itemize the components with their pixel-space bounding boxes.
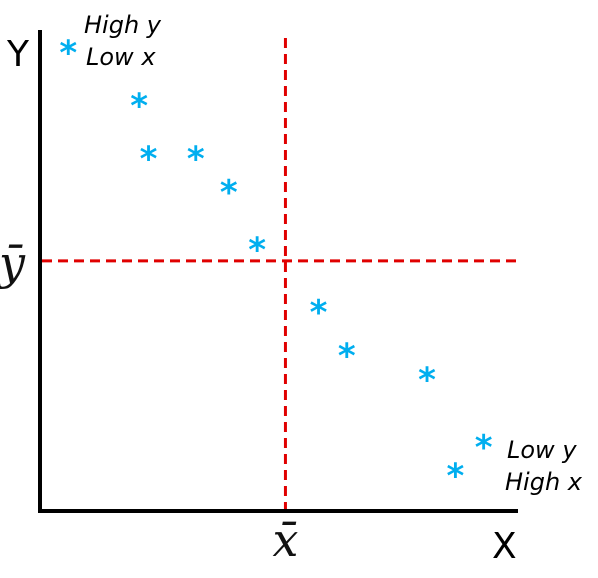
points-layer: *** ******** [59, 33, 492, 496]
scatter-point: * [338, 336, 356, 376]
annotation-low-y-line: Low y [507, 436, 577, 464]
scatter-point: * [187, 139, 205, 179]
scatter-point: * [140, 139, 158, 179]
scatter-point: * [310, 293, 328, 333]
annotation-low-x-line: Low x [86, 43, 156, 71]
annotation-high-y-line: High y [84, 11, 162, 39]
scatter-point: * [220, 173, 238, 213]
x-mean-label: x̄ [272, 513, 298, 567]
annotation-low-y-high-x: Low y High x [505, 436, 584, 496]
scatter-point: * [59, 33, 77, 73]
annotation-high-x-line: High x [505, 468, 583, 496]
scatter-point: * [130, 86, 148, 126]
scatter-point: * [418, 361, 436, 401]
x-axis-title: X [492, 526, 517, 567]
scatter-point: * [475, 428, 493, 468]
y-axis-title: Y [6, 34, 30, 75]
y-mean-label: ȳ [0, 236, 26, 290]
scatter-point: * [446, 457, 464, 497]
scatter-point: * [248, 231, 266, 271]
annotation-high-y-low-x: High y Low x [84, 11, 169, 71]
